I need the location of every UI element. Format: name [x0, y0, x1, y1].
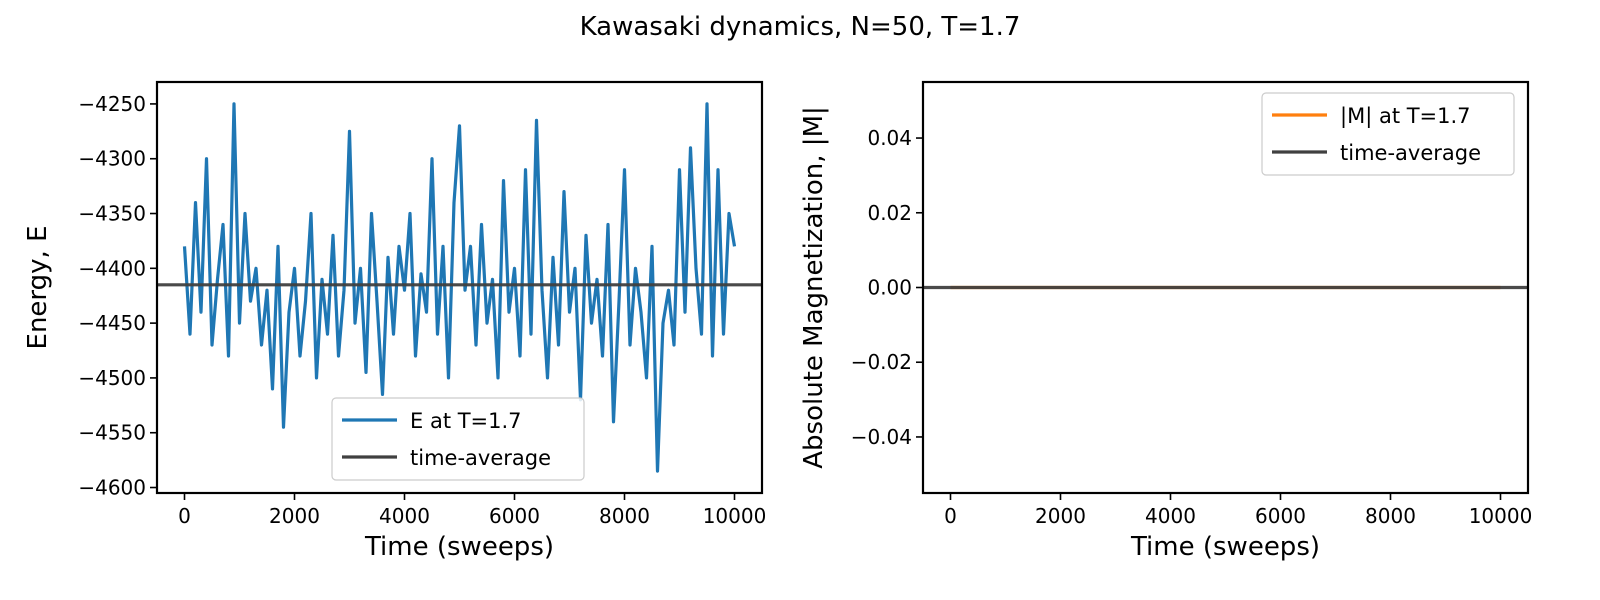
y-tick-label: 0.04 [867, 126, 912, 150]
series-line-primary [182, 102, 737, 473]
x-tick-label: 4000 [379, 504, 430, 528]
y-tick-label: −4300 [78, 147, 146, 171]
y-axis-label: Energy, E [23, 226, 53, 350]
x-tick-label: 2000 [1035, 504, 1086, 528]
y-tick-label: −0.02 [851, 350, 912, 374]
legend: E at T=1.7 time-average [331, 397, 585, 481]
x-tick-label: 10000 [703, 504, 767, 528]
y-tick-label: −4400 [78, 256, 146, 280]
plot-frame [155, 80, 764, 495]
energy-panel: 0 2000 4000 6000 8000 10000 −4600 −4550 −4500 −44… [23, 80, 767, 562]
series-group [157, 102, 762, 473]
legend-label: E at T=1.7 [410, 409, 522, 433]
x-tick-label: 10000 [1469, 504, 1533, 528]
y-tick-label: −4450 [78, 311, 146, 335]
y-tick-label: −4600 [78, 476, 146, 500]
x-tick-label: 6000 [1255, 504, 1306, 528]
y-axis-label: Absolute Magnetization, |M| [799, 106, 829, 469]
x-tick-label: 0 [178, 504, 191, 528]
y-tick-label: −4350 [78, 202, 146, 226]
legend: |M| at T=1.7 time-average [1261, 92, 1515, 176]
x-tick-label: 2000 [269, 504, 320, 528]
legend-label: time-average [410, 446, 551, 470]
magnetization-panel: 0 2000 4000 6000 8000 10000 −0.04 −0.02 0.00 0.02… [799, 80, 1533, 562]
y-tick-label: −4550 [78, 421, 146, 445]
y-tick-label: −0.04 [851, 425, 912, 449]
x-tick-label: 8000 [599, 504, 650, 528]
figure-title: Kawasaki dynamics, N=50, T=1.7 [580, 12, 1021, 42]
x-tick-label: 6000 [489, 504, 540, 528]
y-tick-label: −4500 [78, 366, 146, 390]
legend-label: |M| at T=1.7 [1340, 104, 1471, 129]
x-tick-label: 0 [944, 504, 957, 528]
x-axis-label: Time (sweeps) [364, 532, 554, 562]
y-tick-label: −4250 [78, 92, 146, 116]
legend-label: time-average [1340, 141, 1481, 165]
y-tick-label: 0.02 [867, 201, 912, 225]
x-tick-label: 4000 [1145, 504, 1196, 528]
x-axis-label: Time (sweeps) [1130, 532, 1320, 562]
x-tick-label: 8000 [1365, 504, 1416, 528]
y-tick-label: 0.00 [867, 276, 912, 300]
